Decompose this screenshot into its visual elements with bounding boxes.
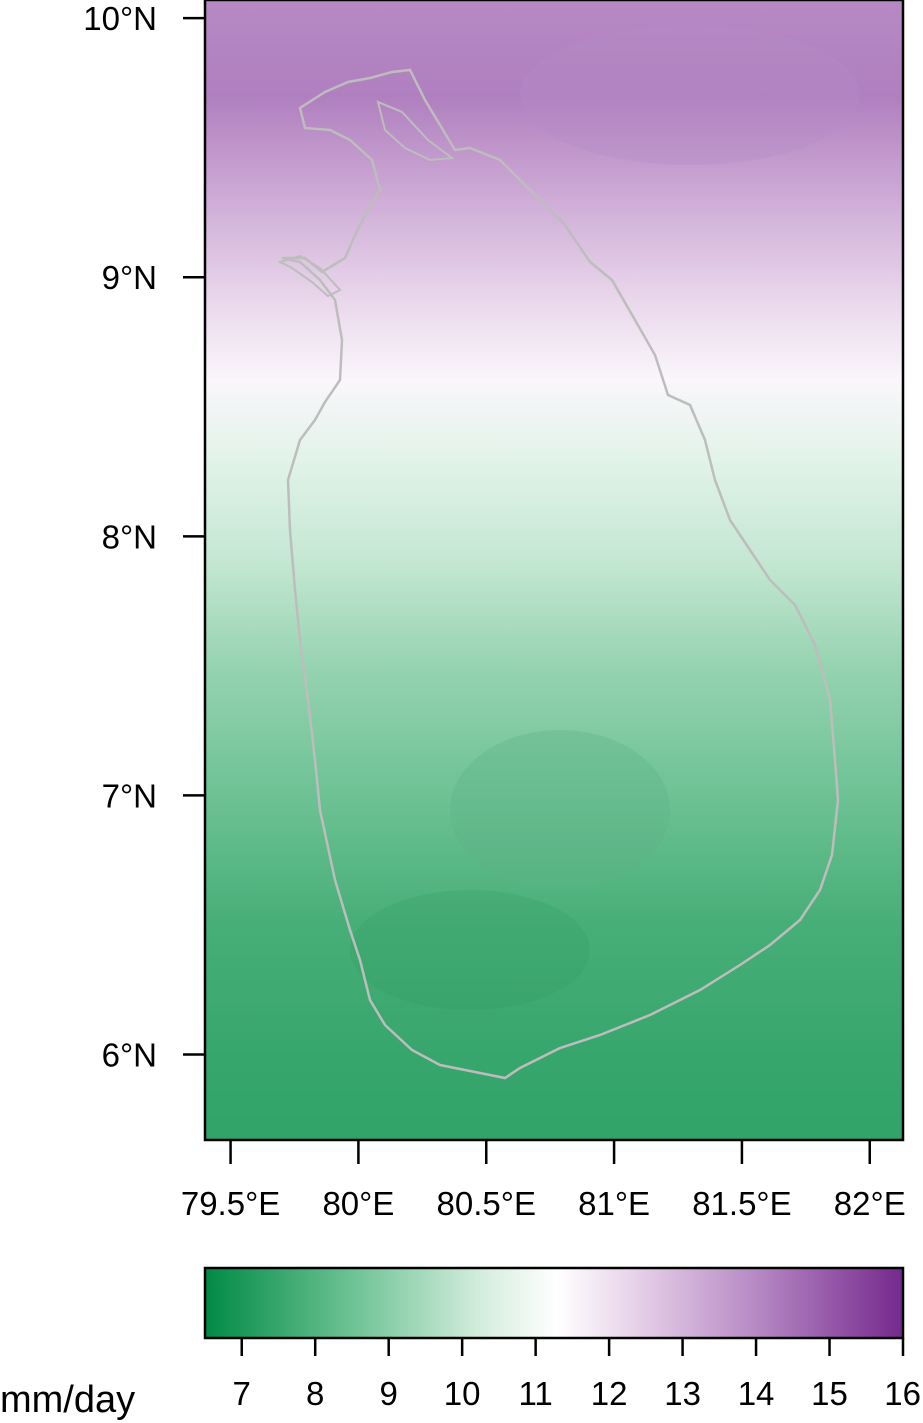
map-panel — [203, 0, 905, 1142]
lon-tick-label: 81°E — [578, 1185, 650, 1222]
colorbar-tick-label: 11 — [518, 1375, 552, 1412]
sri-lanka-coastline — [281, 68, 840, 1080]
lat-tick-label: 7°N — [102, 777, 157, 814]
colorbar-tick-label: 16 — [884, 1375, 921, 1412]
jaffna-lagoon — [376, 100, 455, 162]
colorbar-tick-label: 9 — [380, 1375, 398, 1412]
colorbar-ramp — [203, 1266, 905, 1340]
colorbar-tick-label: 7 — [233, 1375, 251, 1412]
colorbar-tick-label: 12 — [591, 1375, 628, 1412]
map-frame — [203, 0, 905, 1142]
colorbar-tick-label: 14 — [738, 1375, 775, 1412]
lat-tick-label: 10°N — [83, 0, 157, 37]
southern-dry-patch — [350, 890, 590, 1010]
highland-dry-patch — [450, 730, 670, 890]
lon-tick-label: 80.5°E — [437, 1185, 536, 1222]
colorbar-tick-label: 8 — [306, 1375, 324, 1412]
lat-tick-label: 8°N — [102, 518, 157, 555]
latitude-axis: 10°N 9°N 8°N 7°N 6°N — [83, 0, 205, 1074]
colorbar-tick-label: 15 — [811, 1375, 848, 1412]
colorbar-unit-label: mm/day — [0, 1379, 135, 1421]
lat-tick-label: 9°N — [102, 259, 157, 296]
lon-tick-label: 82°E — [834, 1185, 906, 1222]
lon-tick-label: 80°E — [322, 1185, 394, 1222]
lat-tick-label: 6°N — [102, 1037, 157, 1074]
mannar-island — [277, 254, 342, 298]
longitude-axis: 79.5°E 80°E 80.5°E 81°E 81.5°E 82°E — [181, 1140, 906, 1222]
northern-wet-patch — [520, 25, 860, 165]
precipitation-field — [205, 0, 903, 1140]
colorbar-tick-label: 10 — [444, 1375, 481, 1412]
colorbar-ticks: 7 8 9 10 11 12 13 14 15 16 — [233, 1338, 921, 1412]
colorbar: 7 8 9 10 11 12 13 14 15 16 mm/day — [0, 1266, 921, 1421]
lon-tick-label: 81.5°E — [692, 1185, 791, 1222]
colorbar-tick-label: 13 — [664, 1375, 701, 1412]
lon-tick-label: 79.5°E — [181, 1185, 280, 1222]
